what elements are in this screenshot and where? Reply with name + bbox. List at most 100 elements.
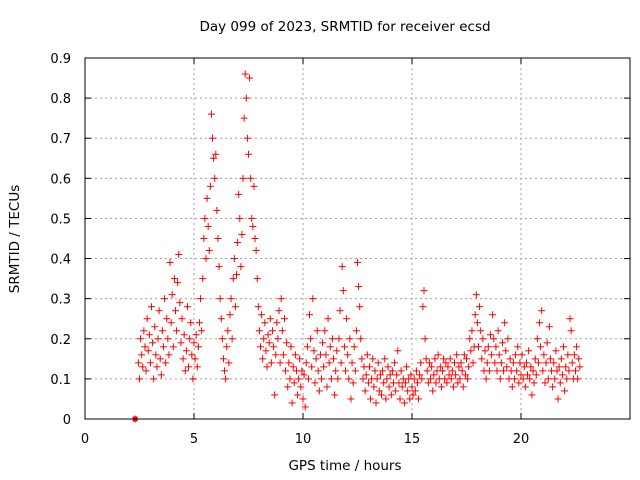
data-point	[280, 315, 288, 323]
y-tick-label: 0.7	[50, 132, 71, 147]
data-point	[285, 359, 293, 367]
data-point	[250, 182, 258, 190]
data-point	[543, 339, 551, 347]
data-point	[253, 275, 261, 283]
data-point	[488, 351, 496, 359]
data-point	[145, 331, 153, 339]
data-point	[537, 343, 545, 351]
data-point	[270, 343, 278, 351]
data-point	[205, 247, 213, 255]
data-point	[314, 367, 322, 375]
data-point	[352, 327, 360, 335]
data-point	[517, 371, 525, 379]
data-point	[225, 359, 233, 367]
data-point	[508, 383, 516, 391]
data-point	[234, 239, 242, 247]
data-point	[214, 235, 222, 242]
data-point	[247, 174, 255, 182]
data-point	[215, 263, 223, 271]
data-point	[393, 371, 401, 379]
x-axis-ticks: 0 5 10 15 20	[81, 58, 529, 447]
data-point	[191, 355, 199, 363]
data-point	[154, 335, 162, 343]
data-point	[217, 315, 225, 323]
data-point	[195, 319, 203, 327]
data-point	[436, 363, 444, 371]
data-point	[561, 387, 569, 395]
data-point	[521, 383, 529, 391]
data-point	[183, 303, 191, 311]
data-point	[557, 355, 565, 363]
data-point	[408, 383, 416, 391]
data-point	[330, 355, 338, 363]
data-point	[315, 387, 323, 395]
data-point	[533, 335, 541, 343]
data-point	[226, 311, 234, 319]
data-point	[276, 359, 284, 367]
data-point	[189, 375, 197, 383]
data-point	[164, 335, 172, 343]
data-point	[454, 379, 462, 387]
data-point	[239, 174, 247, 182]
data-point	[384, 363, 392, 371]
data-point	[574, 375, 582, 383]
data-point	[379, 367, 387, 375]
data-point	[376, 371, 384, 379]
data-point	[501, 319, 509, 327]
data-point	[494, 327, 502, 335]
data-point	[268, 327, 276, 335]
data-point	[482, 375, 490, 383]
data-point	[218, 335, 226, 343]
data-point	[382, 395, 390, 403]
data-point	[424, 379, 432, 387]
data-point	[536, 319, 544, 327]
data-point	[452, 371, 460, 379]
data-point	[266, 315, 274, 323]
data-point	[504, 335, 512, 343]
data-point	[192, 331, 200, 339]
data-point	[259, 355, 267, 363]
chart-title: Day 099 of 2023, SRMTID for receiver ecs…	[199, 19, 490, 35]
data-point	[451, 359, 459, 367]
data-point	[309, 295, 317, 303]
data-point	[458, 367, 466, 375]
data-point	[420, 287, 428, 295]
data-point	[198, 327, 206, 335]
data-point	[522, 359, 530, 367]
data-point	[300, 371, 308, 379]
data-point	[188, 351, 196, 359]
data-point	[222, 375, 230, 383]
data-point	[401, 379, 409, 387]
data-point	[460, 351, 468, 359]
data-point	[275, 307, 283, 315]
data-point	[328, 335, 336, 343]
data-point	[272, 351, 280, 359]
data-point	[337, 359, 345, 367]
data-point	[310, 347, 318, 355]
data-point	[320, 363, 328, 371]
data-point	[534, 359, 542, 367]
data-point	[497, 359, 505, 367]
data-point	[231, 303, 239, 311]
data-point	[342, 367, 350, 375]
data-point	[373, 375, 381, 383]
data-point	[286, 375, 294, 383]
data-point	[573, 343, 581, 351]
data-point	[294, 391, 302, 399]
data-point	[151, 323, 159, 331]
data-point	[540, 351, 548, 359]
data-point	[515, 379, 523, 387]
data-point	[372, 399, 380, 407]
data-point	[541, 379, 549, 387]
data-point	[474, 343, 482, 351]
data-point	[302, 359, 310, 367]
data-point	[562, 363, 570, 371]
data-point	[492, 343, 500, 351]
data-point	[422, 355, 430, 363]
data-point	[483, 359, 491, 367]
data-point	[550, 359, 558, 367]
data-point	[261, 319, 269, 327]
data-point	[544, 375, 552, 383]
data-point	[477, 327, 485, 335]
